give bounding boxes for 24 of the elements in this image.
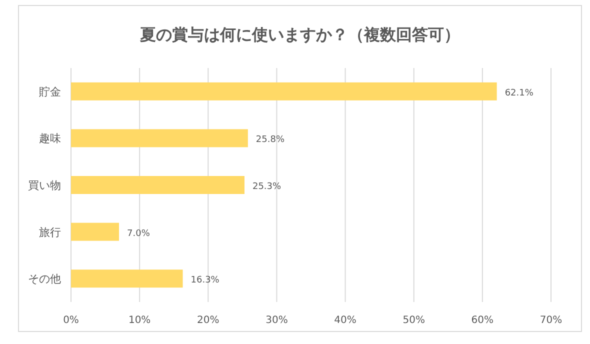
x-tick-label: 30% [266,315,288,326]
y-tick-label: 貯金 [39,85,61,98]
x-tick-label: 50% [402,315,425,326]
y-tick-label: 旅行 [39,226,61,239]
x-tick-label: 20% [197,315,220,326]
x-tick-label: 70% [540,315,562,326]
y-tick-label: その他 [28,272,61,286]
y-tick-label: 買い物 [28,179,61,192]
data-label: 62.1% [504,88,534,98]
data-label: 16.3% [190,276,220,286]
y-tick-label: 趣味 [39,132,61,146]
data-label: 25.3% [252,182,282,192]
bar [71,270,183,288]
x-tick-label: 40% [334,315,356,326]
x-tick-label: 0% [63,315,79,326]
chart-title: 夏の賞与は何に使いますか？（複数回答可） [139,25,460,44]
x-tick-label: 60% [471,315,494,326]
data-label: 25.8% [256,135,285,146]
data-label: 7.0% [127,228,150,239]
bar [71,82,497,100]
x-tick-label: 10% [128,315,151,326]
bar [71,222,119,241]
bar [71,176,244,194]
bar [71,129,248,148]
